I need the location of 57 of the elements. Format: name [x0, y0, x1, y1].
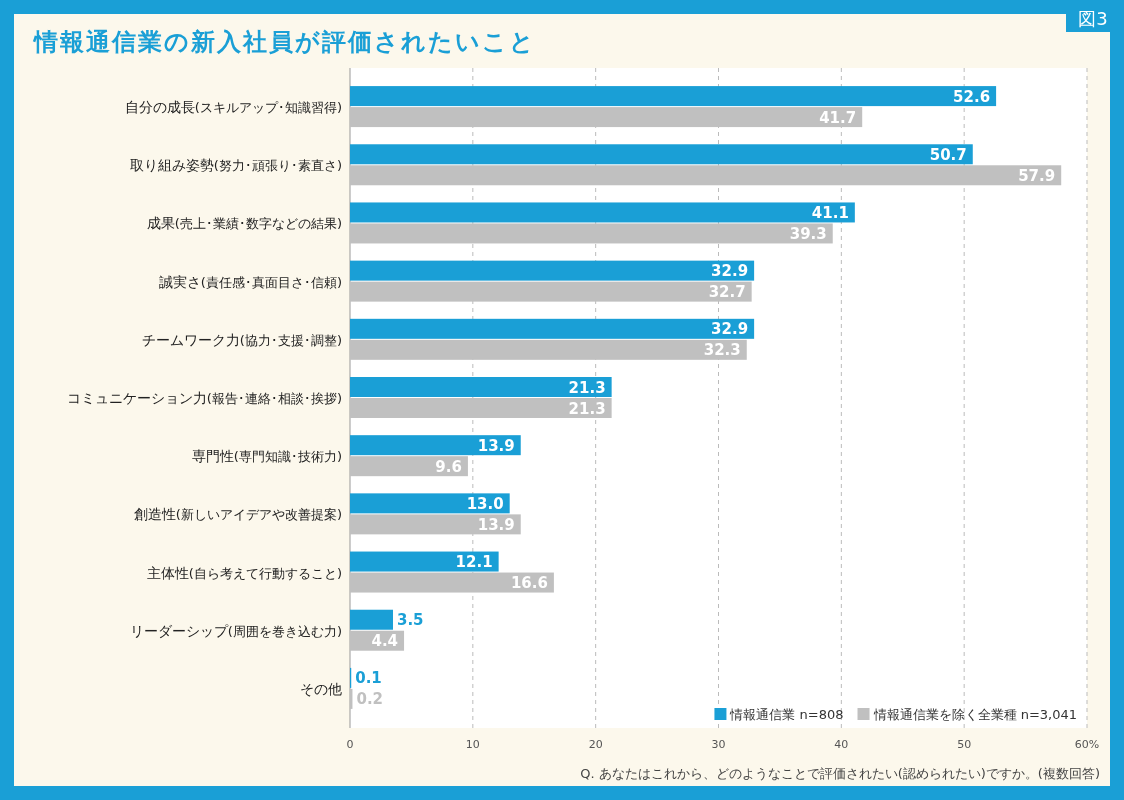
- bar: [350, 493, 510, 514]
- data-label: 52.6: [953, 87, 991, 106]
- y-tick-label: 創造性(新しいアイデアや改善提案): [133, 506, 342, 523]
- y-tick-label: チームワーク力(協力･支援･調整): [141, 331, 342, 348]
- x-tick-label: 50: [957, 738, 972, 751]
- data-label: 4.4: [371, 632, 399, 651]
- bar: [350, 86, 997, 107]
- data-label: 41.7: [819, 108, 857, 127]
- bar: [350, 202, 855, 223]
- x-tick-label: 0: [346, 738, 354, 751]
- x-tick-label: 60%: [1074, 738, 1100, 751]
- y-tick-label: 専門性(専門知識･技術力): [191, 448, 342, 465]
- data-label: 32.3: [703, 341, 741, 360]
- y-tick-label: 取り組み姿勢(努力･頑張り･素直さ): [129, 157, 342, 174]
- data-label: 12.1: [455, 553, 493, 572]
- bar: [350, 377, 612, 397]
- data-label: 32.9: [711, 320, 749, 339]
- data-label: 0.1: [355, 669, 382, 688]
- caption: 図3: [1078, 8, 1108, 29]
- data-label: 13.0: [466, 494, 504, 513]
- chart-title: 情報通信業の新入社員が評価されたいこと: [32, 28, 536, 56]
- y-tick-label: コミュニケーション力(報告･連絡･相談･挨拶): [66, 390, 342, 406]
- data-label: 50.7: [929, 145, 967, 164]
- x-tick-label: 40: [834, 738, 849, 751]
- x-tick-label: 20: [588, 738, 603, 751]
- data-label: 13.9: [477, 515, 515, 534]
- bar: [350, 144, 973, 165]
- bar: [350, 339, 747, 360]
- y-tick-label: その他: [300, 680, 342, 697]
- y-tick-label: 誠実さ(責任感･真面目さ･信頼): [158, 273, 342, 290]
- y-tick-label: 自分の成長(スキルアップ･知識習得): [124, 99, 342, 116]
- x-tick-label: 10: [465, 738, 480, 751]
- bar: [350, 609, 393, 630]
- text: Q. あなたはこれから、どのようなことで評価されたい(認められたい)ですか。(複数回答): [580, 766, 1100, 781]
- data-label: 41.1: [811, 203, 849, 222]
- data-label: 13.9: [477, 436, 515, 455]
- data-label: 3.5: [396, 611, 424, 630]
- bar: [350, 551, 499, 572]
- bar: [350, 260, 755, 281]
- bar: [350, 318, 755, 339]
- x-tick-label: 30: [711, 738, 726, 751]
- data-label: 21.3: [568, 378, 606, 397]
- data-label: 9.6: [435, 457, 462, 476]
- bar: [350, 456, 468, 477]
- legend-label: 情報通信業 n=808: [729, 707, 844, 722]
- y-tick-label: リーダーシップ(周囲を巻き込む力): [129, 622, 342, 639]
- data-label: 0.2: [356, 690, 384, 709]
- data-label: 32.9: [711, 262, 749, 281]
- data-label: 21.3: [568, 399, 606, 418]
- bar: [350, 435, 521, 456]
- y-tick-label: 成果(売上･業績･数字などの結果): [146, 215, 342, 232]
- data-label: 32.7: [708, 283, 746, 302]
- legend-label: 情報通信業を除く全業種 n=3,041: [872, 707, 1077, 722]
- y-tick-label: 主体性(自ら考えて行動すること): [146, 564, 342, 581]
- data-label: 39.3: [789, 224, 827, 243]
- data-label: 57.9: [1018, 166, 1056, 185]
- data-label: 16.6: [510, 574, 548, 593]
